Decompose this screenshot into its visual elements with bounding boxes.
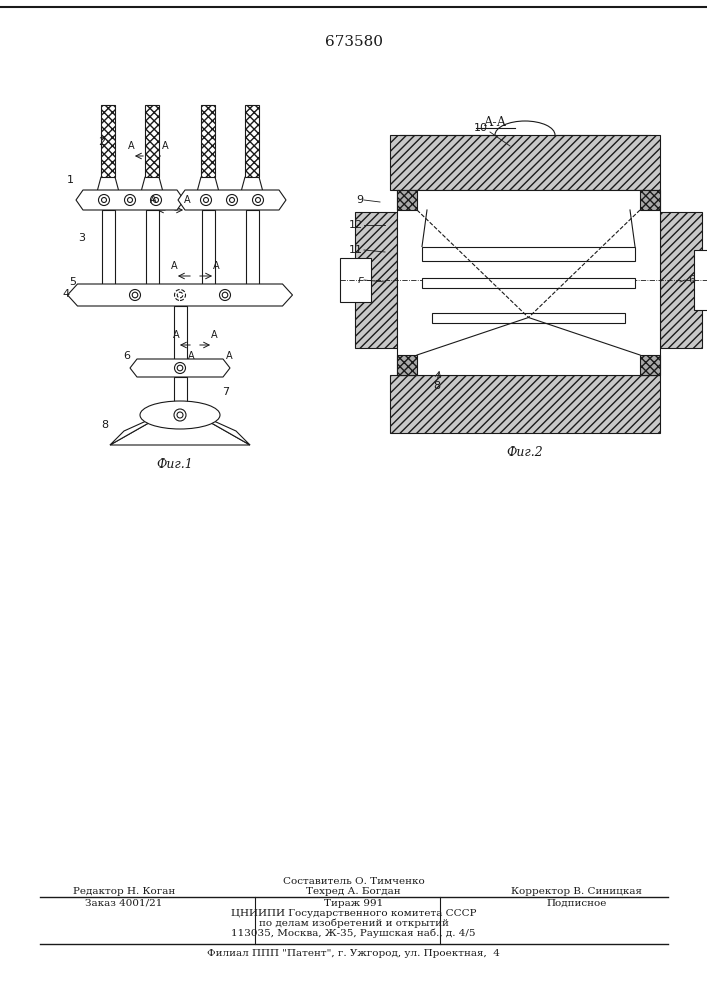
- Text: 7: 7: [222, 387, 229, 397]
- Bar: [422, 277, 635, 288]
- Text: 11: 11: [349, 245, 363, 255]
- Circle shape: [177, 292, 183, 298]
- Polygon shape: [67, 284, 293, 306]
- Polygon shape: [178, 190, 286, 210]
- Circle shape: [219, 290, 230, 300]
- Circle shape: [201, 194, 211, 206]
- Text: 2: 2: [98, 137, 105, 147]
- Circle shape: [222, 292, 228, 298]
- Bar: [660, 212, 702, 348]
- Text: Тираж 991: Тираж 991: [324, 898, 383, 908]
- Circle shape: [255, 198, 260, 202]
- Text: 8: 8: [101, 420, 108, 430]
- Ellipse shape: [140, 401, 220, 429]
- Bar: [397, 355, 417, 375]
- Text: Фиг.2: Фиг.2: [507, 446, 544, 458]
- Text: Заказ 4001/21: Заказ 4001/21: [85, 898, 163, 908]
- Bar: [201, 210, 214, 286]
- Polygon shape: [94, 177, 122, 203]
- Bar: [355, 212, 397, 348]
- Bar: [145, 105, 159, 177]
- Bar: [694, 250, 707, 310]
- Bar: [390, 135, 660, 190]
- Text: А: А: [226, 351, 233, 361]
- Bar: [390, 375, 660, 433]
- Bar: [640, 355, 660, 375]
- Text: г: г: [357, 275, 363, 285]
- Circle shape: [226, 194, 238, 206]
- Polygon shape: [130, 359, 230, 377]
- Bar: [422, 246, 635, 260]
- Text: А: А: [187, 351, 194, 361]
- Bar: [102, 210, 115, 286]
- Text: Подписное: Подписное: [546, 898, 607, 908]
- Bar: [101, 105, 115, 177]
- Bar: [173, 306, 187, 370]
- Circle shape: [174, 409, 186, 421]
- Polygon shape: [185, 408, 250, 445]
- Circle shape: [175, 290, 185, 300]
- Bar: [397, 190, 660, 375]
- Circle shape: [177, 365, 183, 371]
- Bar: [432, 312, 625, 322]
- Text: по делам изобретений и открытий: по делам изобретений и открытий: [259, 918, 448, 928]
- Circle shape: [204, 198, 209, 202]
- Text: 12: 12: [349, 220, 363, 230]
- Polygon shape: [76, 190, 184, 210]
- Polygon shape: [138, 177, 166, 203]
- Text: 113035, Москва, Ж-35, Раушская наб., д. 4/5: 113035, Москва, Ж-35, Раушская наб., д. …: [231, 928, 476, 938]
- Text: А: А: [211, 330, 217, 340]
- Text: А: А: [150, 195, 156, 205]
- Bar: [245, 105, 259, 177]
- Text: Составитель О. Тимченко: Составитель О. Тимченко: [283, 878, 424, 886]
- Circle shape: [177, 412, 183, 418]
- Text: Филиал ППП "Патент", г. Ужгород, ул. Проектная,  4: Филиал ППП "Патент", г. Ужгород, ул. Про…: [207, 948, 500, 958]
- Text: ЦНИИПИ Государственного комитета СССР: ЦНИИПИ Государственного комитета СССР: [230, 908, 477, 918]
- Circle shape: [230, 198, 235, 202]
- Circle shape: [102, 198, 107, 202]
- Circle shape: [151, 194, 161, 206]
- Text: А: А: [184, 195, 190, 205]
- Text: 5: 5: [69, 277, 76, 287]
- Text: 8: 8: [433, 381, 440, 391]
- Circle shape: [252, 194, 264, 206]
- Polygon shape: [238, 177, 266, 203]
- Bar: [245, 210, 259, 286]
- Text: 1: 1: [67, 175, 74, 185]
- Circle shape: [153, 198, 158, 202]
- Polygon shape: [194, 177, 222, 203]
- Bar: [173, 377, 187, 410]
- Circle shape: [129, 290, 141, 300]
- Text: А: А: [162, 141, 168, 151]
- Text: 6: 6: [123, 351, 130, 361]
- Text: А: А: [128, 141, 134, 151]
- Polygon shape: [110, 408, 250, 445]
- Bar: [146, 210, 158, 286]
- Bar: [640, 190, 660, 210]
- Text: А: А: [173, 330, 180, 340]
- Text: А: А: [170, 261, 177, 271]
- Circle shape: [175, 362, 185, 373]
- Bar: [201, 105, 215, 177]
- Text: А: А: [213, 261, 219, 271]
- Text: Техред А. Богдан: Техред А. Богдан: [306, 888, 401, 896]
- Circle shape: [98, 194, 110, 206]
- Text: 673580: 673580: [325, 35, 383, 49]
- Text: 3: 3: [78, 233, 85, 243]
- Text: Редактор Н. Коган: Редактор Н. Коган: [73, 888, 175, 896]
- Circle shape: [132, 292, 138, 298]
- Text: Корректор В. Синицкая: Корректор В. Синицкая: [510, 888, 642, 896]
- Text: 10: 10: [474, 123, 488, 133]
- Text: Фиг.1: Фиг.1: [157, 458, 194, 471]
- Text: 4: 4: [63, 289, 70, 299]
- Bar: [340, 258, 371, 302]
- Polygon shape: [110, 408, 175, 445]
- Text: 9: 9: [356, 195, 363, 205]
- Circle shape: [124, 194, 136, 206]
- Text: А-А: А-А: [484, 115, 506, 128]
- Circle shape: [127, 198, 132, 202]
- Text: 6: 6: [689, 275, 696, 285]
- Bar: [397, 190, 417, 210]
